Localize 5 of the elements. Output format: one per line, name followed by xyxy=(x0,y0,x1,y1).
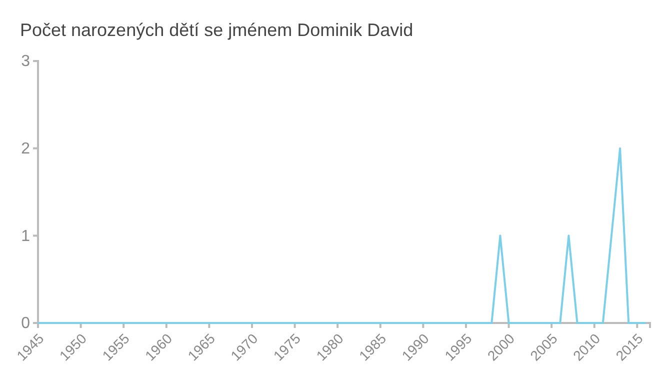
chart-title: Počet narozených dětí se jménem Dominik David xyxy=(20,20,414,40)
y-tick-label: 0 xyxy=(21,315,30,332)
y-tick-label: 2 xyxy=(21,140,30,158)
y-tick-label: 3 xyxy=(21,53,30,70)
y-tick-label: 1 xyxy=(21,228,30,245)
